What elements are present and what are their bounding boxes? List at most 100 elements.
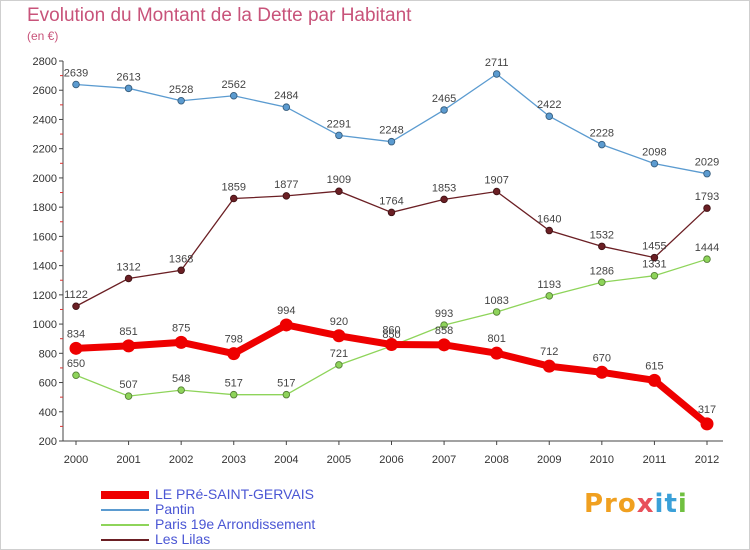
data-label: 1793 (695, 191, 719, 203)
data-point (703, 255, 711, 263)
y-tick-label: 1800 (33, 202, 57, 214)
y-tick-label: 2600 (33, 85, 57, 97)
data-label: 2098 (642, 147, 666, 159)
data-label: 1877 (274, 179, 298, 191)
data-point (650, 159, 659, 168)
x-tick-label: 2001 (116, 454, 140, 466)
data-point (229, 390, 238, 399)
data-label: 1083 (484, 295, 508, 307)
chart-title: Evolution du Montant de la Dette par Hab… (27, 5, 412, 26)
data-label: 1764 (379, 195, 403, 207)
data-label: 2484 (274, 90, 298, 102)
data-label: 650 (67, 358, 85, 370)
data-label: 2613 (116, 71, 140, 83)
legend-label: Les Lilas (155, 531, 211, 547)
x-tick-label: 2005 (327, 454, 351, 466)
data-point (72, 371, 80, 379)
data-point (598, 242, 606, 251)
data-label: 1909 (327, 174, 351, 186)
legend-label: Pantin (155, 501, 195, 517)
data-point (545, 292, 554, 300)
x-tick-label: 2002 (169, 454, 193, 466)
data-point (700, 417, 714, 431)
data-label: 851 (119, 326, 137, 338)
data-label: 860 (382, 325, 400, 337)
data-label: 1312 (116, 261, 140, 273)
data-label: 834 (67, 328, 85, 340)
data-label: 721 (330, 348, 348, 360)
data-point (545, 226, 554, 235)
data-label: 615 (645, 360, 663, 372)
data-label: 1640 (537, 214, 561, 226)
data-label: 1122 (64, 289, 88, 301)
data-label: 2528 (169, 84, 193, 96)
data-point (703, 204, 711, 212)
data-point (174, 335, 188, 349)
data-label: 548 (172, 373, 190, 385)
data-label: 517 (277, 378, 295, 390)
brand-logo: Proxiti (584, 489, 688, 519)
data-point (124, 392, 133, 400)
data-point (542, 359, 556, 373)
y-tick-label: 1200 (33, 290, 57, 302)
x-tick-label: 2003 (222, 454, 246, 466)
series-line (75, 190, 708, 307)
data-label: 1444 (695, 242, 719, 254)
data-point (492, 187, 501, 196)
data-label: 1532 (590, 229, 614, 241)
data-label: 1853 (432, 182, 456, 194)
y-tick-label: 2800 (33, 56, 57, 68)
data-point (387, 137, 396, 146)
data-label: 1455 (642, 241, 666, 253)
data-label: 875 (172, 322, 190, 334)
data-label: 1193 (537, 279, 561, 291)
legend-item: Les Lilas (101, 532, 431, 547)
x-tick-label: 2000 (64, 454, 88, 466)
data-point (177, 97, 185, 105)
x-tick-label: 2006 (379, 454, 403, 466)
data-label: 850 (382, 329, 400, 341)
y-tick-label: 2200 (33, 144, 57, 156)
x-tick-label: 2011 (643, 454, 667, 466)
data-point (598, 140, 606, 149)
data-point (440, 321, 448, 329)
y-tick-label: 200 (39, 436, 57, 448)
unit-label: (en €) (27, 29, 59, 43)
data-point (72, 302, 80, 310)
data-label: 2029 (695, 157, 719, 169)
data-label: 670 (593, 352, 611, 364)
data-label: 2639 (64, 68, 88, 80)
data-label: 507 (119, 379, 137, 391)
data-point (440, 106, 448, 114)
data-point (492, 70, 501, 78)
data-point (279, 318, 293, 332)
data-point (545, 112, 554, 120)
data-point (177, 266, 185, 275)
legend-item: Pantin (101, 502, 431, 517)
data-label: 2422 (537, 99, 561, 111)
data-point (440, 195, 448, 204)
data-label: 798 (225, 334, 243, 346)
data-point (437, 338, 451, 352)
data-point (595, 365, 609, 379)
data-point (227, 347, 241, 361)
y-tick-label: 2000 (33, 173, 57, 185)
data-label: 712 (540, 346, 558, 358)
data-point (124, 84, 133, 93)
data-label: 993 (435, 308, 453, 320)
legend-swatch (101, 509, 149, 511)
data-point (282, 390, 291, 399)
legend-swatch (101, 524, 149, 526)
data-label: 2291 (327, 118, 351, 130)
data-point (282, 192, 291, 200)
data-label: 1859 (222, 182, 246, 194)
data-label: 517 (225, 378, 243, 390)
legend-swatch (101, 539, 149, 541)
data-point (335, 361, 343, 369)
legend: LE PRé-SAINT-GERVAIS Pantin Paris 19e Arro… (101, 487, 431, 547)
data-label: 2465 (432, 93, 456, 105)
x-tick-label: 2009 (537, 454, 561, 466)
y-tick-label: 800 (39, 348, 57, 360)
data-label: 1286 (590, 265, 614, 277)
